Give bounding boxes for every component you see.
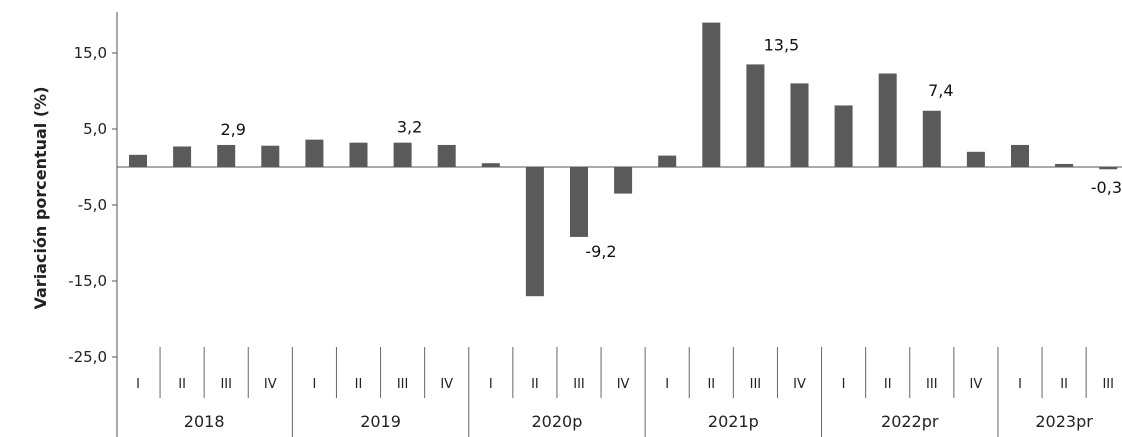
year-label: 2020p: [532, 412, 583, 431]
quarter-label: I: [136, 377, 140, 392]
axis-layer: 15,05,0-5,0-15,0-25,0I II III IV I II III IV I II…: [68, 12, 1122, 437]
quarter-label: II: [1060, 377, 1068, 392]
bar: [614, 167, 633, 194]
year-label: 2023pr: [1035, 412, 1093, 431]
quarter-label: III: [573, 377, 585, 392]
y-tick-label: 15,0: [74, 44, 107, 62]
y-tick-label: -15,0: [68, 272, 107, 290]
quarter-label: I: [665, 377, 669, 392]
bar-layer: [129, 22, 1118, 297]
data-label: 7,4: [928, 81, 953, 100]
bar: [437, 144, 456, 167]
bar: [922, 110, 941, 167]
bar: [658, 155, 677, 167]
y-tick-label: -5,0: [78, 196, 107, 214]
quarter-label: II: [355, 377, 363, 392]
year-label: 2021p: [708, 412, 759, 431]
quarter-label: IV: [617, 377, 630, 392]
bar: [305, 139, 324, 167]
quarter-label: I: [312, 377, 316, 392]
quarter-label: III: [926, 377, 938, 392]
quarter-label: II: [707, 377, 715, 392]
quarter-label: IV: [793, 377, 806, 392]
bar: [878, 73, 897, 167]
bar: [746, 64, 765, 167]
y-tick-label: 5,0: [83, 120, 107, 138]
bar: [1099, 167, 1118, 170]
quarter-label: II: [178, 377, 186, 392]
quarter-label: III: [750, 377, 762, 392]
bar: [966, 151, 985, 167]
label-layer: 2,9 3,2 -9,2 13,5 7,4 -0,3: [220, 35, 1122, 261]
quarter-label: III: [397, 377, 409, 392]
quarter-label: II: [531, 377, 539, 392]
quarter-label: I: [1018, 377, 1022, 392]
bar: [173, 146, 192, 167]
bar: [570, 167, 588, 237]
year-label: 2019: [360, 412, 401, 431]
bar: [790, 83, 809, 167]
quarter-label: I: [842, 377, 846, 392]
quarter-label: III: [220, 377, 232, 392]
bar: [525, 167, 544, 297]
quarter-label: IV: [440, 377, 453, 392]
quarter-label: IV: [264, 377, 277, 392]
bar: [393, 142, 412, 167]
y-axis-label: Variación porcentual (%): [31, 86, 50, 309]
data-label: 13,5: [764, 35, 800, 54]
bar: [702, 22, 721, 167]
bar: [349, 142, 368, 167]
data-label: 2,9: [220, 120, 245, 139]
data-label: -0,3: [1091, 178, 1122, 197]
quarter-label: I: [489, 377, 493, 392]
bar: [1055, 163, 1074, 167]
quarter-label: II: [884, 377, 892, 392]
year-label: 2018: [184, 412, 225, 431]
bar: [261, 145, 280, 167]
bar: [217, 144, 236, 167]
quarter-label: III: [1102, 377, 1114, 392]
bar: [1011, 144, 1029, 167]
bar: [481, 163, 500, 167]
data-label: 3,2: [397, 118, 422, 137]
y-tick-label: -25,0: [68, 348, 107, 366]
quarter-label: IV: [970, 377, 983, 392]
bar: [129, 154, 147, 167]
data-label: -9,2: [585, 242, 616, 261]
year-label: 2022pr: [881, 412, 939, 431]
bar: [834, 105, 853, 167]
